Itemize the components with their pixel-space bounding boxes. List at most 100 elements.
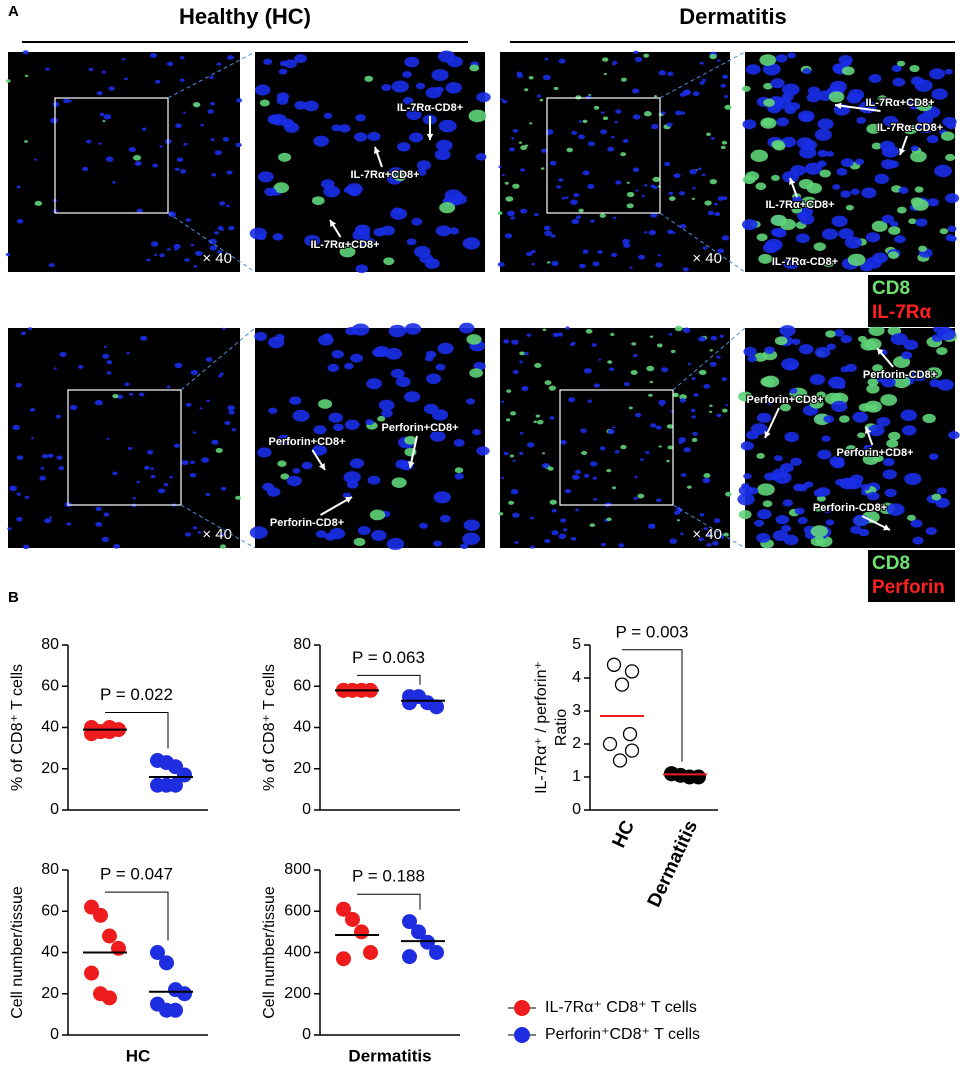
- cell: [717, 59, 721, 62]
- cell: [661, 367, 669, 373]
- cell: [737, 493, 755, 506]
- cell: [257, 171, 274, 183]
- arrow-head: [864, 427, 872, 434]
- cell: [539, 98, 544, 102]
- zoom-guide: [659, 212, 746, 273]
- cell: [782, 257, 800, 270]
- group-title: Dermatitis: [679, 4, 787, 29]
- cell: [304, 235, 321, 247]
- cell: [850, 188, 860, 195]
- cell: [551, 508, 557, 513]
- cell: [466, 398, 476, 405]
- cell: [102, 120, 106, 123]
- cell: [44, 518, 52, 524]
- cell: [86, 139, 92, 144]
- cell: [910, 145, 919, 152]
- cell: [862, 453, 879, 465]
- cell: [599, 213, 606, 218]
- cell: [519, 431, 524, 435]
- cell: [868, 73, 882, 83]
- cell: [669, 538, 678, 544]
- cell: [510, 489, 519, 495]
- cell: [439, 202, 456, 214]
- data-point: [150, 945, 165, 960]
- cell: [48, 263, 55, 268]
- cell: [128, 392, 134, 396]
- cell: [883, 115, 899, 127]
- cell: [912, 536, 924, 545]
- cell: [634, 56, 643, 63]
- y-tick-label: 60: [41, 902, 59, 919]
- cell: [615, 180, 622, 185]
- cell: [832, 184, 841, 190]
- cell: [397, 142, 411, 152]
- cell: [587, 183, 595, 189]
- cell: [53, 367, 57, 370]
- p-value: P = 0.022: [100, 685, 173, 704]
- cell: [33, 158, 37, 161]
- cell: [841, 158, 854, 168]
- cell: [564, 488, 572, 494]
- cell: [756, 532, 771, 543]
- cell: [937, 379, 954, 391]
- cell: [141, 127, 147, 131]
- cell: [437, 50, 456, 63]
- arrow-head: [835, 102, 842, 110]
- cell: [355, 114, 366, 122]
- cell: [926, 367, 943, 379]
- cell: [926, 134, 939, 144]
- cell: [503, 451, 509, 456]
- cell: [542, 452, 546, 455]
- cell: [549, 160, 557, 166]
- cell: [419, 522, 428, 529]
- cell: [888, 431, 901, 441]
- cell: [550, 234, 556, 238]
- cell: [802, 68, 812, 75]
- cell: [838, 228, 854, 240]
- x-axis-label: Dermatitis: [348, 1046, 431, 1065]
- cell: [383, 257, 395, 266]
- cell: [560, 440, 567, 445]
- cell: [219, 201, 226, 206]
- cell: [533, 420, 537, 423]
- panel-label: B: [8, 589, 19, 606]
- cell: [58, 466, 65, 471]
- data-point: [411, 924, 426, 940]
- cell: [419, 253, 434, 264]
- cell: [159, 253, 165, 258]
- cell: [641, 195, 645, 198]
- cell: [373, 227, 386, 237]
- cell: [756, 412, 772, 423]
- cell: [716, 413, 722, 418]
- cell: [833, 329, 845, 337]
- cell: [540, 167, 545, 170]
- cell: [779, 218, 796, 231]
- cell: [158, 488, 166, 494]
- cell: [582, 170, 590, 176]
- y-tick-label: 40: [41, 944, 59, 961]
- cell: [343, 187, 353, 194]
- cell: [745, 64, 761, 75]
- cell: [823, 415, 835, 423]
- cell: [526, 333, 532, 337]
- cell: [377, 415, 386, 422]
- y-tick-label: 3: [572, 702, 581, 719]
- cell: [535, 414, 540, 418]
- y-tick-label: 80: [41, 861, 59, 878]
- cell: [750, 149, 769, 162]
- cell: [520, 145, 528, 151]
- data-point: [606, 657, 622, 672]
- cell: [565, 196, 569, 199]
- cell: [415, 82, 426, 90]
- annotation: Perforin+CD8+: [836, 447, 913, 459]
- cell: [190, 243, 195, 247]
- annotation: IL-7Rα-CD8+: [877, 122, 943, 134]
- data-point: [111, 940, 126, 956]
- cell: [886, 503, 905, 516]
- cell: [272, 233, 284, 241]
- cell: [879, 140, 895, 152]
- annotation: IL-7Rα+CD8+: [310, 239, 379, 251]
- cell: [524, 351, 529, 356]
- cell: [179, 169, 187, 174]
